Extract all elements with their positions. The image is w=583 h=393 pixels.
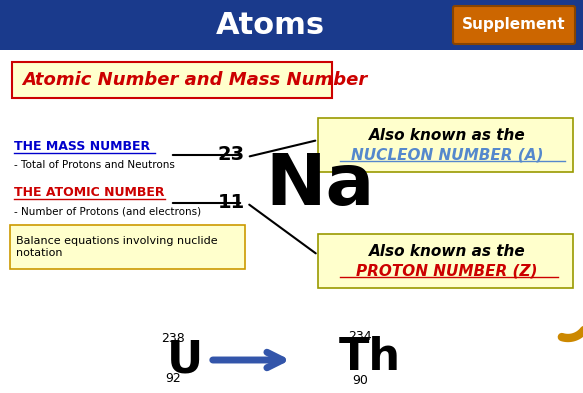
Text: 11: 11 xyxy=(217,193,245,213)
Text: Atoms: Atoms xyxy=(216,11,325,40)
FancyBboxPatch shape xyxy=(453,6,575,44)
FancyBboxPatch shape xyxy=(318,234,573,288)
Text: Th: Th xyxy=(339,336,401,380)
FancyBboxPatch shape xyxy=(10,225,245,269)
Text: 238: 238 xyxy=(161,332,185,345)
Text: 90: 90 xyxy=(352,373,368,386)
Text: THE ATOMIC NUMBER: THE ATOMIC NUMBER xyxy=(14,187,164,200)
Text: U: U xyxy=(167,338,203,382)
Text: 92: 92 xyxy=(165,371,181,384)
FancyBboxPatch shape xyxy=(318,118,573,172)
Text: Atomic Number and Mass Number: Atomic Number and Mass Number xyxy=(22,71,367,89)
Text: 234: 234 xyxy=(348,329,372,343)
FancyArrowPatch shape xyxy=(213,352,282,368)
Text: - Number of Protons (and electrons): - Number of Protons (and electrons) xyxy=(14,206,201,216)
Text: NUCLEON NUMBER (A): NUCLEON NUMBER (A) xyxy=(351,147,543,162)
FancyBboxPatch shape xyxy=(0,0,583,50)
Text: Balance equations involving nuclide
notation: Balance equations involving nuclide nota… xyxy=(16,236,217,258)
Text: 23: 23 xyxy=(218,145,245,165)
Text: Also known as the: Also known as the xyxy=(368,127,525,143)
Text: Na: Na xyxy=(265,151,374,220)
Text: THE MASS NUMBER: THE MASS NUMBER xyxy=(14,141,150,154)
Text: - Total of Protons and Neutrons: - Total of Protons and Neutrons xyxy=(14,160,175,170)
Text: PROTON NUMBER (Z): PROTON NUMBER (Z) xyxy=(356,263,538,279)
FancyBboxPatch shape xyxy=(12,62,332,98)
Text: Also known as the: Also known as the xyxy=(368,244,525,259)
Text: Supplement: Supplement xyxy=(462,18,566,33)
